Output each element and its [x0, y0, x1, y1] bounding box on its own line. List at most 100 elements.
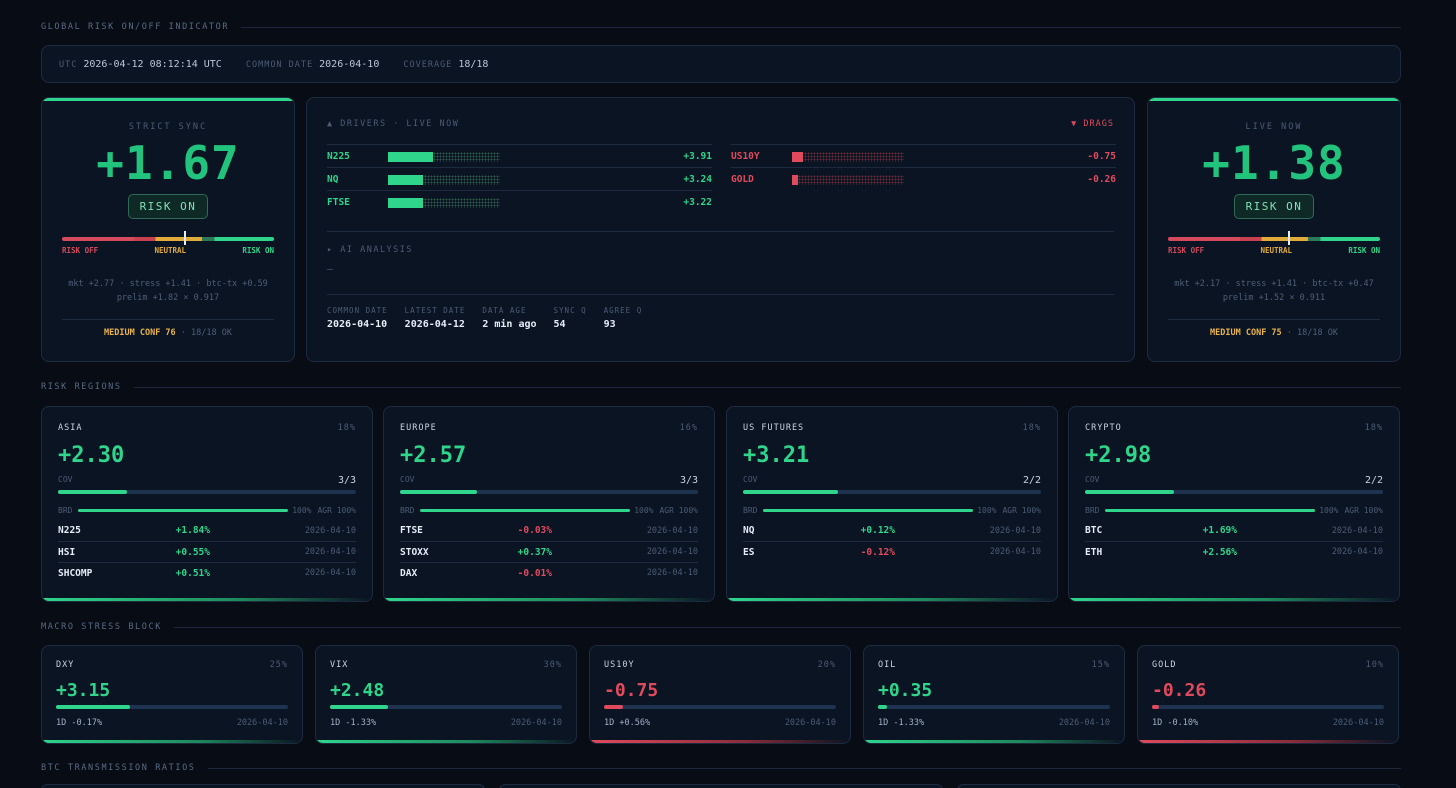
risk-state-button[interactable]: RISK ON	[128, 194, 208, 219]
macro-card-dxy[interactable]: DXY 25% +3.15 1D -0.17% 2026-04-10	[41, 645, 303, 744]
card-accent-bar	[590, 740, 850, 743]
macro-card-oil[interactable]: OIL 15% +0.35 1D -1.33% 2026-04-10	[863, 645, 1125, 744]
date-value: 2026-04-10	[1058, 718, 1110, 728]
agreement-value: AGR 100%	[1344, 506, 1383, 515]
ai-analysis-toggle[interactable]: ▸ AI ANALYSIS	[327, 245, 414, 255]
region-table: BTC +1.69% 2026-04-10 ETH +2.56% 2026-04-10	[1085, 520, 1383, 562]
region-card-asia[interactable]: ASIA 18% +2.30 COV 3/3 BRD 100% AGR 100% N225 +1.…	[41, 406, 373, 602]
macro-card-gold[interactable]: GOLD 10% -0.26 1D -0.10% 2026-04-10	[1137, 645, 1399, 744]
region-weight: 16%	[679, 423, 698, 433]
region-table: NQ +0.12% 2026-04-10 ES -0.12% 2026-04-10	[743, 520, 1041, 562]
breadth-row: BRD 100% AGR 100%	[1085, 506, 1383, 515]
macro-bar	[330, 705, 562, 709]
section-title: MACRO STRESS BLOCK	[41, 622, 162, 632]
macro-footer: 1D -1.33% 2026-04-10	[330, 718, 562, 728]
region-card-europe[interactable]: EUROPE 16% +2.57 COV 3/3 BRD 100% AGR 100% FTSE -…	[383, 406, 715, 602]
divider	[207, 767, 1401, 769]
macro-bar	[56, 705, 288, 709]
driver-bar-fill	[792, 152, 804, 162]
table-row[interactable]: SHCOMP +0.51% 2026-04-10	[58, 562, 356, 583]
coverage-value: 2/2	[1364, 475, 1383, 486]
change-value: +0.55%	[175, 546, 210, 558]
gauge-needle	[1287, 231, 1290, 245]
coverage-value: 18/18	[458, 58, 489, 70]
driver-row[interactable]: N225 +3.91	[327, 144, 712, 167]
breadth-bar	[763, 509, 974, 512]
driver-row[interactable]: US10Y -0.75	[731, 144, 1116, 167]
macro-weight: 20%	[817, 660, 836, 670]
risk-gauge	[1168, 231, 1380, 245]
macro-card-vix[interactable]: VIX 30% +2.48 1D -1.33% 2026-04-10	[315, 645, 577, 744]
driver-bar-fill	[792, 175, 798, 185]
table-row[interactable]: ETH +2.56% 2026-04-10	[1085, 541, 1383, 562]
coverage-label: COV	[400, 475, 415, 484]
utc-readout: UTC 2026-04-12 08:12:14 UTC	[59, 58, 222, 70]
macro-header: GOLD 10%	[1152, 660, 1384, 670]
card-accent-bar	[384, 598, 714, 601]
date-value: 2026-04-10	[784, 718, 836, 728]
card-accent-bar	[1138, 740, 1398, 743]
driver-row[interactable]: NQ +3.24	[327, 167, 712, 190]
date-value: 2026-04-10	[646, 547, 698, 557]
common-date-readout: COMMON DATE 2026-04-10	[245, 58, 380, 70]
driver-bar-fill	[388, 152, 433, 162]
coverage-value: 3/3	[679, 475, 698, 486]
card-accent-bar	[42, 598, 372, 601]
coverage-row: COV 3/3	[58, 475, 356, 486]
breadth-value: 100%	[634, 506, 654, 515]
meta-item: COMMON DATE 2026-04-10	[327, 306, 388, 330]
change-value: +2.56%	[1202, 546, 1237, 558]
macro-footer: 1D -1.33% 2026-04-10	[878, 718, 1110, 728]
date-value: 2026-04-10	[989, 525, 1041, 536]
macro-bar-fill	[604, 705, 623, 709]
driver-bar	[388, 198, 500, 208]
section-macro-header: MACRO STRESS BLOCK	[41, 622, 1401, 632]
region-table: N225 +1.84% 2026-04-10 HSI +0.55% 2026-04-10 S…	[58, 520, 356, 583]
score-breakdown: mkt +2.77 · stress +1.41 · btc-tx +0.59 …	[68, 279, 268, 303]
region-card-crypto[interactable]: CRYPTO 18% +2.98 COV 2/2 BRD 100% AGR 100% BTC +1…	[1068, 406, 1400, 602]
driver-name: US10Y	[731, 151, 760, 162]
agreement-value: AGR 100%	[317, 506, 356, 515]
macro-card-us10y[interactable]: US10Y 20% -0.75 1D +0.56% 2026-04-10	[589, 645, 851, 744]
table-row[interactable]: N225 +1.84% 2026-04-10	[58, 520, 356, 541]
coverage-bar	[1085, 490, 1383, 494]
status-bar: UTC 2026-04-12 08:12:14 UTC COMMON DATE 20…	[41, 45, 1401, 83]
driver-bar-fill	[388, 198, 423, 208]
table-row[interactable]: BTC +1.69% 2026-04-10	[1085, 520, 1383, 541]
meta-label: COMMON DATE	[327, 306, 388, 315]
table-row[interactable]: HSI +0.55% 2026-04-10	[58, 541, 356, 562]
macro-score: -0.26	[1152, 680, 1207, 701]
macro-header: DXY 25%	[56, 660, 288, 670]
data-meta: COMMON DATE 2026-04-10 LATEST DATE 2026-04-…	[327, 306, 642, 330]
risk-gauge	[62, 231, 274, 245]
meta-label: LATEST DATE	[404, 306, 466, 315]
date-value: 2026-04-10	[989, 547, 1041, 557]
ticker: FTSE	[400, 525, 423, 536]
driver-name: GOLD	[731, 174, 754, 185]
daily-change: 1D +0.56%	[604, 718, 651, 728]
driver-name: N225	[327, 151, 350, 162]
region-card-us-futures[interactable]: US FUTURES 18% +3.21 COV 2/2 BRD 100% AGR 100% N…	[726, 406, 1058, 602]
risk-state-button[interactable]: RISK ON	[1234, 194, 1314, 219]
coverage-bar	[58, 490, 356, 494]
region-score: +3.21	[743, 443, 810, 468]
driver-row[interactable]: GOLD -0.26	[731, 167, 1116, 190]
score-breakdown: mkt +2.17 · stress +1.41 · btc-tx +0.47 …	[1174, 279, 1374, 303]
change-value: -0.03%	[517, 525, 552, 536]
ticker: ES	[743, 546, 755, 558]
driver-row[interactable]: FTSE +3.22	[327, 190, 712, 213]
breadth-value: 100%	[977, 506, 997, 515]
table-row[interactable]: FTSE -0.03% 2026-04-10	[400, 520, 698, 541]
common-date-value: 2026-04-10	[319, 58, 380, 70]
region-score: +2.57	[400, 443, 467, 468]
btc-card	[41, 784, 485, 788]
table-row[interactable]: DAX -0.01% 2026-04-10	[400, 562, 698, 583]
meta-label: DATA AGE	[482, 306, 527, 315]
table-row[interactable]: ES -0.12% 2026-04-10	[743, 541, 1041, 562]
macro-header: OIL 15%	[878, 660, 1110, 670]
section-btc-header: BTC TRANSMISSION RATIOS	[41, 763, 1401, 773]
coverage-bar	[400, 490, 698, 494]
table-row[interactable]: NQ +0.12% 2026-04-10	[743, 520, 1041, 541]
table-row[interactable]: STOXX +0.37% 2026-04-10	[400, 541, 698, 562]
macro-bar-fill	[56, 705, 131, 709]
